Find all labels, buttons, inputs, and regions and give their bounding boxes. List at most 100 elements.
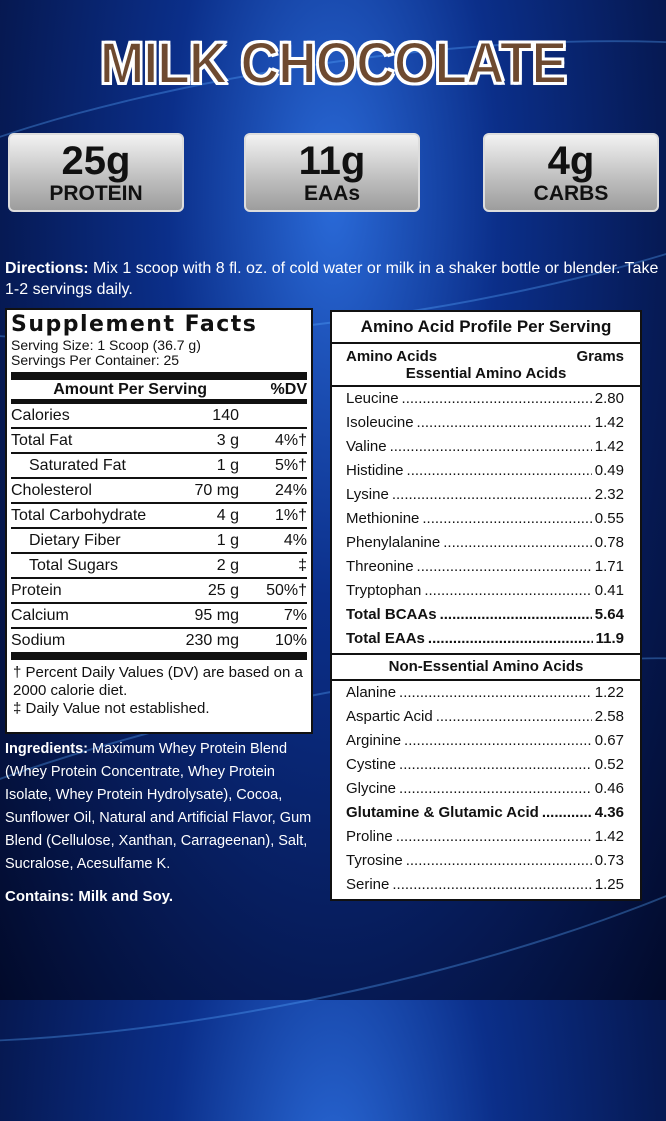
amino-grams: 0.78: [594, 534, 624, 551]
amino-grams: 0.49: [594, 462, 624, 479]
leader-dots: [422, 507, 591, 531]
leader-dots: [424, 579, 591, 603]
nutrient-name: Sodium: [11, 631, 66, 649]
amount-header: Amount Per Serving: [53, 380, 207, 398]
nutrient-name: Total Fat: [11, 431, 73, 449]
amino-row: Histidine 0.49: [332, 459, 640, 483]
amino-row: Glutamine & Glutamic Acid 4.36: [332, 801, 640, 825]
facts-row: Cholesterol 70 mg 24%: [11, 479, 307, 504]
ingredients-label: Ingredients:: [5, 741, 88, 757]
amino-header: Amino Acids Grams: [332, 344, 640, 365]
footnote-not-established: ‡ Daily Value not established.: [13, 700, 210, 717]
amino-name: Isoleucine: [346, 414, 414, 431]
amino-title: Amino Acid Profile Per Serving: [332, 312, 640, 344]
servings-per-container: Servings Per Container: 25: [11, 352, 180, 368]
amino-row: Serine 1.25: [332, 873, 640, 897]
leader-dots: [404, 729, 592, 753]
ingredients-text: Maximum Whey Protein Blend (Whey Protein…: [5, 741, 312, 872]
amino-name: Glycine: [346, 780, 397, 797]
amino-grams: 1.71: [594, 558, 624, 575]
amino-grams: 2.58: [594, 708, 624, 725]
leader-dots: [428, 627, 593, 651]
leader-dots: [392, 873, 591, 897]
nutrient-amount: 25 g: [207, 581, 239, 599]
leader-dots: [443, 531, 592, 555]
amino-name: Methionine: [346, 510, 420, 527]
amino-row: Total EAAs 11.9: [332, 627, 640, 651]
divider: [332, 385, 640, 387]
protein-badge: 25g PROTEIN: [8, 133, 184, 212]
nutrient-dv: ‡: [298, 556, 307, 574]
amino-row: Proline 1.42: [332, 825, 640, 849]
nutrient-name: Dietary Fiber: [29, 531, 121, 549]
supplement-facts-panel: Supplement Facts Serving Size: 1 Scoop (…: [5, 308, 313, 734]
amino-grams: 0.55: [594, 510, 624, 527]
nutrient-amount: 95 mg: [194, 606, 239, 624]
ingredients: Ingredients: Maximum Whey Protein Blend …: [5, 738, 321, 876]
amino-acid-profile-panel: Amino Acid Profile Per Serving Amino Aci…: [330, 310, 642, 901]
amino-row: Arginine 0.67: [332, 729, 640, 753]
facts-header: Amount Per Serving %DV: [11, 380, 307, 404]
amino-name: Glutamine & Glutamic Acid: [346, 804, 539, 821]
serving-size: Serving Size: 1 Scoop (36.7 g): [11, 337, 201, 353]
leader-dots: [417, 555, 592, 579]
nutrient-name: Saturated Fat: [29, 456, 126, 474]
leader-dots: [417, 411, 592, 435]
amino-name: Proline: [346, 828, 393, 845]
badge-value: 11g: [298, 139, 366, 183]
nutrient-amount: 2 g: [216, 556, 239, 574]
facts-row: Sodium 230 mg 10%: [11, 629, 307, 660]
nutrient-name: Calories: [11, 406, 70, 424]
amino-row: Isoleucine 1.42: [332, 411, 640, 435]
amino-row: Tyrosine 0.73: [332, 849, 640, 873]
leader-dots: [392, 483, 592, 507]
nutrient-amount: 4 g: [216, 506, 239, 524]
facts-row: Calcium 95 mg 7%: [11, 604, 307, 629]
dv-header: %DV: [270, 380, 307, 398]
nutrient-dv: 5%†: [274, 456, 307, 474]
amino-name: Phenylalanine: [346, 534, 441, 551]
amino-name: Histidine: [346, 462, 404, 479]
amino-grams: 4.36: [594, 804, 624, 821]
amino-row: Leucine 2.80: [332, 387, 640, 411]
nutrient-dv: 24%: [274, 481, 307, 499]
nutrient-amount: 230 mg: [185, 631, 239, 649]
nutrient-dv: 4%†: [274, 431, 307, 449]
amino-row: Valine 1.42: [332, 435, 640, 459]
amino-grams: 1.42: [594, 414, 624, 431]
nutrient-amount: 70 mg: [194, 481, 239, 499]
amino-name: Total BCAAs: [346, 606, 437, 623]
amino-grams: 1.25: [594, 876, 624, 893]
amino-row: Threonine 1.71: [332, 555, 640, 579]
badge-label: EAAs: [303, 182, 361, 205]
nutrient-name: Calcium: [11, 606, 69, 624]
amino-grams: 0.52: [594, 756, 624, 773]
nutrient-dv: 1%†: [274, 506, 307, 524]
nutrient-dv: 4%: [283, 531, 307, 549]
amino-grams: 5.64: [594, 606, 624, 623]
leader-dots: [390, 435, 592, 459]
amino-name: Cystine: [346, 756, 397, 773]
amino-name: Arginine: [346, 732, 402, 749]
leader-dots: [542, 801, 592, 825]
amino-name: Leucine: [346, 390, 399, 407]
directions-text: Mix 1 scoop with 8 fl. oz. of cold water…: [5, 260, 659, 298]
badge-value: 25g: [61, 139, 131, 183]
amino-row: Cystine 0.52: [332, 753, 640, 777]
nutrient-name: Cholesterol: [11, 481, 92, 499]
amino-grams: 2.32: [594, 486, 624, 503]
allergen-statement: Contains: Milk and Soy.: [5, 888, 174, 905]
divider: [11, 372, 307, 380]
amino-name: Aspartic Acid: [346, 708, 433, 725]
amino-name: Threonine: [346, 558, 414, 575]
amino-name: Valine: [346, 438, 387, 455]
nutrient-name: Total Carbohydrate: [11, 506, 147, 524]
leader-dots: [406, 849, 592, 873]
leader-dots: [436, 705, 592, 729]
badge-label: CARBS: [533, 182, 609, 205]
amino-grams: 1.42: [594, 438, 624, 455]
nutrient-dv: 10%: [274, 631, 307, 649]
nutrient-dv: 7%: [283, 606, 307, 624]
amino-name: Serine: [346, 876, 390, 893]
amino-name: Alanine: [346, 684, 397, 701]
